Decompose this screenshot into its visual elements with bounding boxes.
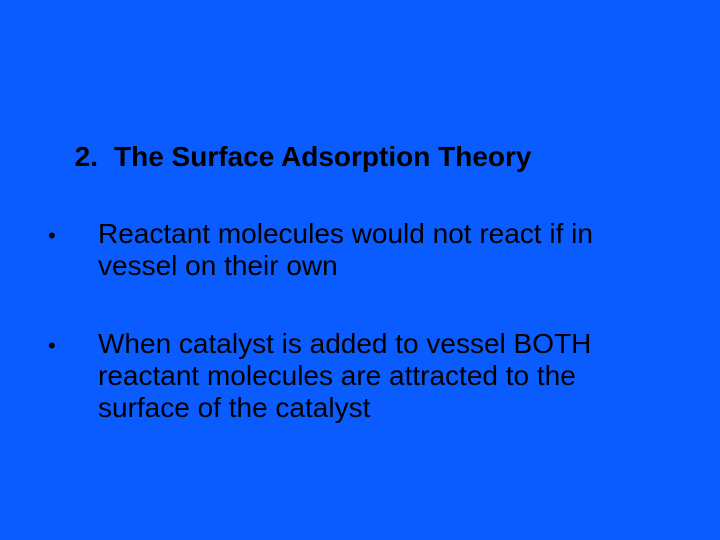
slide-heading: 2. The Surface Adsorption Theory — [48, 141, 680, 173]
bullet-marker: • — [48, 328, 98, 362]
heading-text: The Surface Adsorption Theory — [114, 141, 680, 173]
bullet-item: • When catalyst is added to vessel BOTH … — [48, 328, 665, 424]
heading-number: 2. — [48, 141, 114, 173]
bullet-marker: • — [48, 218, 98, 252]
bullet-text: Reactant molecules would not react if in… — [98, 218, 665, 282]
bullet-text: When catalyst is added to vessel BOTH re… — [98, 328, 665, 424]
slide: 2. The Surface Adsorption Theory • React… — [0, 0, 720, 540]
bullet-item: • Reactant molecules would not react if … — [48, 218, 665, 282]
